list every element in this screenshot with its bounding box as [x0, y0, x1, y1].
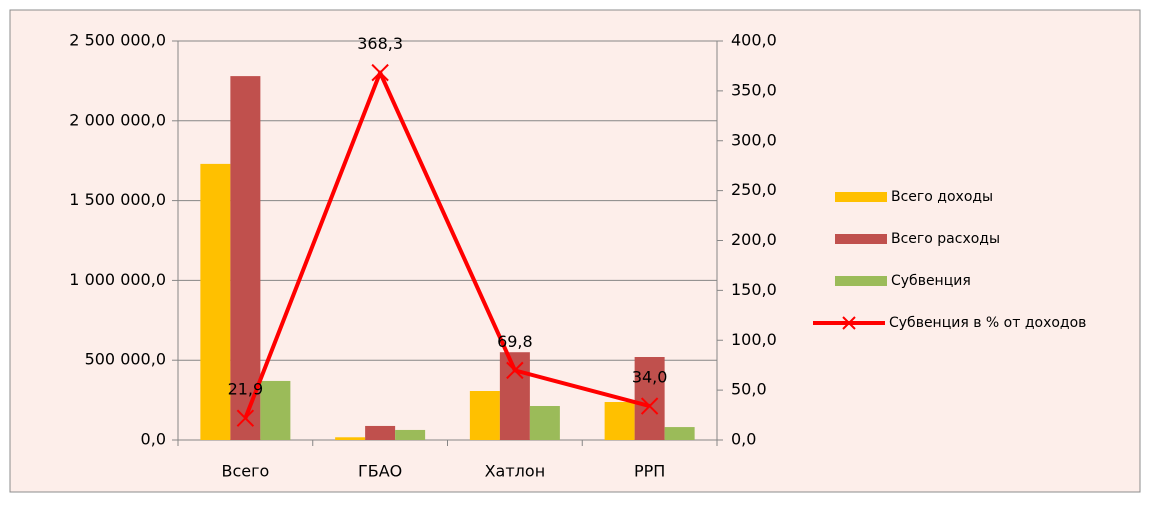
- data-label: 34,0: [632, 368, 668, 387]
- legend-swatch: [835, 234, 887, 244]
- data-label: 368,3: [357, 34, 403, 53]
- data-label: 69,8: [497, 332, 533, 351]
- y2-tick-label: 150,0: [731, 280, 777, 299]
- bar: [499, 352, 530, 440]
- legend-swatch: [835, 192, 887, 202]
- bar: [260, 380, 291, 440]
- bar: [395, 429, 426, 440]
- y-tick-label: 0,0: [141, 430, 166, 449]
- legend-label: Всего расходы: [891, 231, 1000, 247]
- marker: [371, 63, 389, 82]
- legend-label: Субвенция: [891, 273, 971, 289]
- y2-tick-label: 50,0: [731, 380, 767, 399]
- y2-tick-label: 100,0: [731, 330, 777, 349]
- bar: [604, 402, 635, 440]
- x-tick-label: РРП: [634, 462, 665, 481]
- bar: [634, 357, 665, 440]
- data-label: 21,9: [228, 380, 264, 399]
- marker: [506, 361, 524, 380]
- y-tick-label: 1 500 000,0: [69, 190, 166, 209]
- y2-tick-label: 350,0: [731, 80, 777, 99]
- bar: [365, 425, 396, 440]
- x-tick-label: Хатлон: [485, 462, 546, 481]
- legend-label: Субвенция в % от доходов: [889, 315, 1086, 331]
- y2-tick-label: 400,0: [731, 31, 777, 50]
- x-tick-label: Всего: [221, 462, 269, 481]
- y2-tick-label: 200,0: [731, 230, 777, 249]
- y2-tick-label: 300,0: [731, 130, 777, 149]
- bar: [529, 406, 560, 440]
- x-tick-label: ГБАО: [358, 462, 402, 481]
- bar: [230, 76, 261, 440]
- bar: [335, 437, 366, 440]
- marker: [640, 397, 659, 415]
- line: [243, 70, 651, 419]
- bar: [664, 427, 695, 440]
- y2-tick-label: 0,0: [731, 430, 756, 449]
- y-tick-label: 2 000 000,0: [69, 110, 166, 129]
- y-tick-label: 2 500 000,0: [69, 31, 166, 50]
- chart-background: [9, 9, 1141, 493]
- bar: [200, 163, 231, 440]
- legend-swatch: [835, 276, 887, 286]
- y-tick-label: 500 000,0: [85, 350, 166, 369]
- y2-tick-label: 250,0: [731, 180, 777, 199]
- legend-marker: [842, 316, 856, 330]
- y-tick-label: 1 000 000,0: [69, 270, 166, 289]
- legend-label: Всего доходы: [891, 189, 993, 205]
- marker: [236, 409, 255, 427]
- bar: [469, 391, 500, 440]
